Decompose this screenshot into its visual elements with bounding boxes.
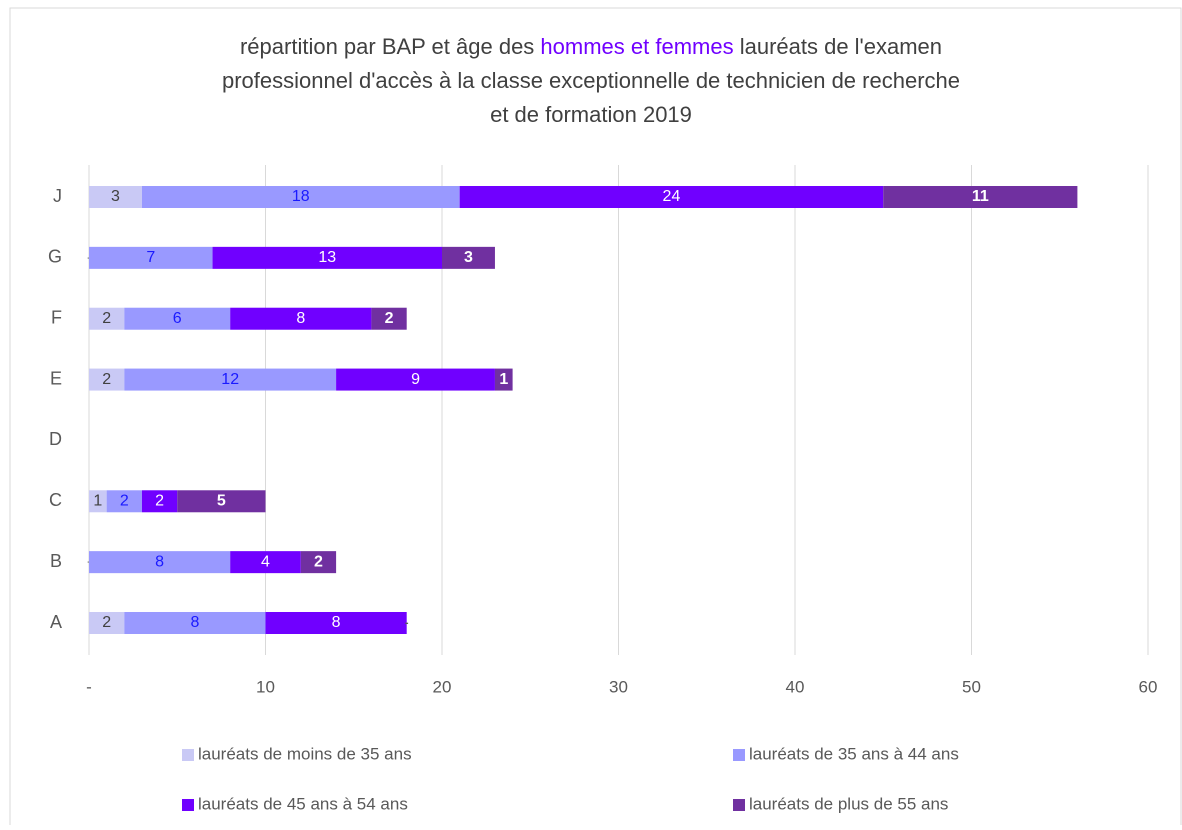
legend-label: lauréats de 45 ans à 54 ans (198, 794, 408, 813)
bar-segment (265, 612, 407, 634)
data-label: 3 (111, 188, 120, 205)
x-tick-label: - (86, 677, 92, 696)
data-label: - (405, 617, 409, 629)
x-tick-label: 40 (786, 677, 805, 696)
y-tick-label: C (49, 490, 62, 510)
data-label: 9 (411, 371, 420, 388)
legend-label: lauréats de plus de 55 ans (749, 794, 948, 813)
data-label: 24 (663, 188, 681, 205)
data-label: 2 (155, 493, 164, 510)
y-tick-label: G (48, 247, 62, 267)
chart-title: professionnel d'accès à la classe except… (222, 68, 960, 93)
bar-segment (230, 307, 372, 330)
data-label: 4 (261, 553, 270, 570)
legend-swatch (733, 799, 745, 811)
bar-segment (124, 368, 337, 391)
bar-segment (336, 368, 495, 391)
data-label: 8 (332, 614, 341, 631)
legend-swatch (733, 749, 745, 761)
data-label: 6 (173, 310, 182, 327)
bar-segment (459, 186, 884, 208)
data-label: 3 (464, 249, 473, 266)
bar-segment (177, 490, 266, 513)
data-label: 13 (318, 249, 336, 266)
data-label: 2 (314, 553, 323, 570)
x-tick-label: 50 (962, 677, 981, 696)
bar-segment (141, 490, 178, 513)
bar-segment (124, 307, 231, 330)
data-label: 2 (102, 371, 111, 388)
legend-swatch (182, 799, 194, 811)
legend-swatch (182, 749, 194, 761)
data-label: 18 (292, 188, 310, 205)
title-part: professionnel d'accès à la classe except… (222, 68, 960, 93)
data-label: 2 (120, 493, 129, 510)
data-label: 8 (190, 614, 199, 631)
bar-segment (89, 307, 125, 330)
data-label: 11 (972, 188, 989, 205)
y-tick-label: A (50, 612, 62, 632)
y-tick-label: F (51, 307, 62, 327)
y-tick-label: D (49, 429, 62, 449)
bar-segment (89, 186, 142, 208)
x-tick-label: 20 (433, 677, 452, 696)
bar-segment (89, 490, 107, 513)
legend-label: lauréats de 35 ans à 44 ans (749, 744, 959, 763)
x-tick-label: 60 (1139, 677, 1158, 696)
title-part: hommes et femmes (540, 34, 733, 59)
bar-segment (883, 186, 1078, 208)
data-label: 12 (221, 371, 239, 388)
data-label: 1 (93, 493, 102, 510)
title-part: répartition par BAP et âge des (240, 34, 540, 59)
y-tick-label: J (53, 186, 62, 206)
bar-segment (300, 551, 337, 574)
bar-segment (371, 307, 407, 330)
bar-segment (106, 490, 142, 513)
data-label: 8 (155, 553, 164, 570)
y-tick-label: B (50, 551, 62, 571)
bar-segment (494, 368, 513, 391)
legend-label: lauréats de moins de 35 ans (198, 744, 412, 763)
chart-title: et de formation 2019 (490, 102, 692, 127)
bar-segment (89, 551, 231, 574)
bar-segment (442, 246, 495, 269)
data-label: 8 (296, 310, 305, 327)
data-label: 1 (499, 371, 508, 388)
data-label: 2 (102, 614, 111, 631)
bar-segment (89, 368, 125, 391)
x-tick-label: 30 (609, 677, 628, 696)
bar-segment (89, 246, 213, 269)
bar-segment (141, 186, 460, 208)
chart-title: répartition par BAP et âge des hommes et… (240, 34, 942, 59)
data-label: 2 (102, 310, 111, 327)
chart-border (9, 7, 1182, 830)
bar-segment (89, 612, 125, 634)
bar-segment (124, 612, 266, 634)
x-tick-label: 10 (256, 677, 275, 696)
data-label: 5 (217, 493, 226, 510)
data-label: 7 (146, 249, 155, 266)
title-part: lauréats de l'examen (734, 34, 942, 59)
data-label: 2 (385, 310, 394, 327)
title-part: et de formation 2019 (490, 102, 692, 127)
y-tick-label: E (50, 368, 62, 388)
bar-segment (230, 551, 301, 574)
bar-segment (212, 246, 442, 269)
